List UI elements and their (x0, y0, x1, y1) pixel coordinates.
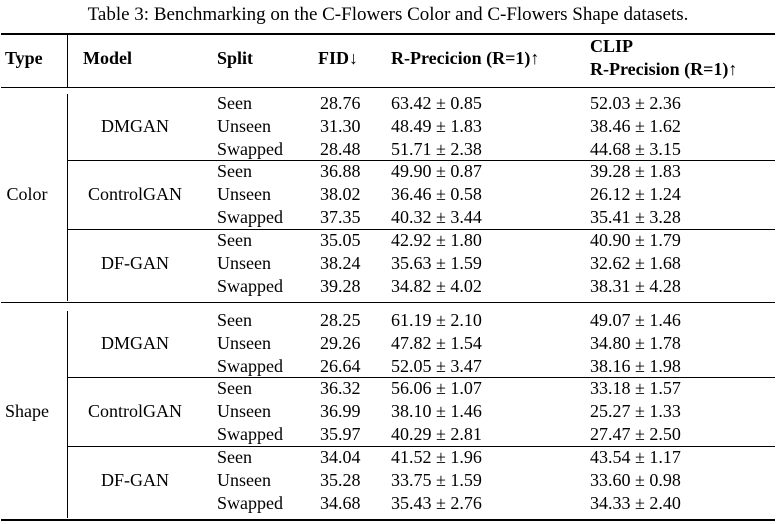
type-label: Shape (5, 401, 49, 421)
top-rule (1, 33, 775, 35)
fid-value: 34.04 (320, 447, 361, 467)
r-precision-value: 41.52 ± 1.96 (391, 447, 482, 467)
fid-value: 34.68 (320, 493, 361, 513)
r-precision-value: 63.42 ± 0.85 (391, 93, 482, 113)
fid-value: 36.88 (320, 161, 361, 181)
model-separator-rule (67, 446, 775, 447)
clip-r-precision-value: 38.46 ± 1.62 (590, 116, 681, 136)
r-precision-value: 35.43 ± 2.76 (391, 493, 482, 513)
model-separator-rule (67, 229, 775, 230)
clip-r-precision-value: 49.07 ± 1.46 (590, 310, 681, 330)
header-model: Model (83, 48, 132, 68)
clip-r-precision-value: 33.60 ± 0.98 (590, 470, 681, 490)
split-cell: Seen (217, 161, 252, 181)
split-cell: Seen (217, 310, 252, 330)
clip-r-precision-value: 33.18 ± 1.57 (590, 378, 681, 398)
split-cell: Seen (217, 447, 252, 467)
split-cell: Unseen (217, 253, 271, 273)
split-cell: Unseen (217, 184, 271, 204)
bottom-rule (1, 519, 775, 521)
r-precision-value: 42.92 ± 1.80 (391, 230, 482, 250)
r-precision-value: 49.90 ± 0.87 (391, 161, 482, 181)
table-caption: Table 3: Benchmarking on the C-Flowers C… (87, 4, 689, 25)
header-fid: FID↓ (318, 48, 358, 68)
model-name: DF-GAN (100, 253, 170, 273)
fid-value: 29.26 (320, 333, 361, 353)
r-precision-value: 34.82 ± 4.02 (391, 276, 482, 296)
group-vertical-rule (67, 94, 68, 301)
fid-value: 35.97 (320, 424, 361, 444)
clip-r-precision-value: 39.28 ± 1.83 (590, 161, 681, 181)
model-name: DMGAN (100, 116, 170, 136)
clip-r-precision-value: 35.41 ± 3.28 (590, 207, 681, 227)
fid-value: 36.32 (320, 378, 361, 398)
clip-r-precision-value: 32.62 ± 1.68 (590, 253, 681, 273)
group-separator-rule (1, 302, 775, 303)
r-precision-value: 38.10 ± 1.46 (391, 401, 482, 421)
fid-value: 28.25 (320, 310, 361, 330)
r-precision-value: 35.63 ± 1.59 (391, 253, 482, 273)
model-name: ControlGAN (88, 401, 182, 421)
clip-r-precision-value: 52.03 ± 2.36 (590, 93, 681, 113)
split-cell: Swapped (217, 207, 283, 227)
fid-value: 39.28 (320, 276, 361, 296)
r-precision-value: 47.82 ± 1.54 (391, 333, 482, 353)
r-precision-value: 48.49 ± 1.83 (391, 116, 482, 136)
header-r-precision: R-Precicion (R=1)↑ (391, 48, 540, 68)
clip-r-precision-value: 27.47 ± 2.50 (590, 424, 681, 444)
fid-value: 35.28 (320, 470, 361, 490)
r-precision-value: 56.06 ± 1.07 (391, 378, 482, 398)
clip-r-precision-value: 25.27 ± 1.33 (590, 401, 681, 421)
split-cell: Unseen (217, 401, 271, 421)
fid-value: 26.64 (320, 356, 361, 376)
clip-r-precision-value: 44.68 ± 3.15 (590, 139, 681, 159)
fid-value: 35.05 (320, 230, 361, 250)
split-cell: Seen (217, 378, 252, 398)
header-clip: CLIP (590, 36, 634, 56)
type-label: Color (6, 184, 48, 204)
split-cell: Unseen (217, 333, 271, 353)
r-precision-value: 61.19 ± 2.10 (391, 310, 482, 330)
split-cell: Unseen (217, 116, 271, 136)
model-name: DMGAN (100, 333, 170, 353)
model-name: ControlGAN (88, 184, 182, 204)
model-separator-rule (67, 160, 775, 161)
model-name: DF-GAN (100, 470, 170, 490)
r-precision-value: 36.46 ± 0.58 (391, 184, 482, 204)
fid-value: 28.48 (320, 139, 361, 159)
fid-value: 36.99 (320, 401, 361, 421)
model-separator-rule (67, 377, 775, 378)
header-split: Split (217, 48, 254, 68)
split-cell: Swapped (217, 424, 283, 444)
split-cell: Unseen (217, 470, 271, 490)
fid-value: 38.02 (320, 184, 361, 204)
header-clip-r-precision: R-Precision (R=1)↑ (590, 59, 738, 79)
r-precision-value: 40.29 ± 2.81 (391, 424, 482, 444)
fid-value: 38.24 (320, 253, 361, 273)
fid-value: 31.30 (320, 116, 361, 136)
clip-r-precision-value: 34.80 ± 1.78 (590, 333, 681, 353)
header-vertical-rule (67, 35, 68, 87)
split-cell: Swapped (217, 493, 283, 513)
r-precision-value: 52.05 ± 3.47 (391, 356, 482, 376)
split-cell: Swapped (217, 356, 283, 376)
clip-r-precision-value: 26.12 ± 1.24 (590, 184, 681, 204)
clip-r-precision-value: 38.31 ± 4.28 (590, 276, 681, 296)
split-cell: Swapped (217, 276, 283, 296)
clip-r-precision-value: 38.16 ± 1.98 (590, 356, 681, 376)
r-precision-value: 51.71 ± 2.38 (391, 139, 482, 159)
header-rule (1, 87, 775, 88)
header-type: Type (5, 48, 43, 68)
group-vertical-rule (67, 311, 68, 518)
clip-r-precision-value: 43.54 ± 1.17 (590, 447, 681, 467)
split-cell: Seen (217, 230, 252, 250)
clip-r-precision-value: 40.90 ± 1.79 (590, 230, 681, 250)
fid-value: 28.76 (320, 93, 361, 113)
fid-value: 37.35 (320, 207, 361, 227)
r-precision-value: 33.75 ± 1.59 (391, 470, 482, 490)
split-cell: Seen (217, 93, 252, 113)
split-cell: Swapped (217, 139, 283, 159)
r-precision-value: 40.32 ± 3.44 (391, 207, 482, 227)
clip-r-precision-value: 34.33 ± 2.40 (590, 493, 681, 513)
